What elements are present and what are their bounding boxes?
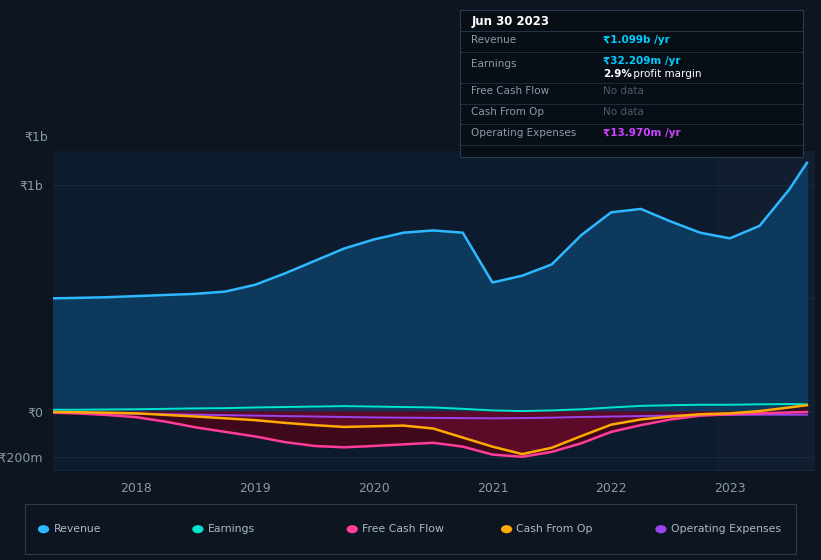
Text: Operating Expenses: Operating Expenses bbox=[471, 128, 576, 138]
Text: ₹32.209m /yr: ₹32.209m /yr bbox=[603, 55, 681, 66]
Text: Earnings: Earnings bbox=[471, 59, 516, 69]
Text: Free Cash Flow: Free Cash Flow bbox=[362, 524, 444, 534]
Text: No data: No data bbox=[603, 86, 644, 96]
Text: Revenue: Revenue bbox=[471, 35, 516, 45]
Text: Free Cash Flow: Free Cash Flow bbox=[471, 86, 549, 96]
Text: No data: No data bbox=[603, 107, 644, 117]
Text: ₹13.970m /yr: ₹13.970m /yr bbox=[603, 128, 681, 138]
Text: ₹1b: ₹1b bbox=[25, 130, 48, 144]
Text: ₹1.099b /yr: ₹1.099b /yr bbox=[603, 35, 670, 45]
Text: Operating Expenses: Operating Expenses bbox=[671, 524, 781, 534]
Bar bbox=[716, 151, 821, 470]
Text: Cash From Op: Cash From Op bbox=[516, 524, 593, 534]
Text: Earnings: Earnings bbox=[208, 524, 255, 534]
Text: Jun 30 2023: Jun 30 2023 bbox=[471, 15, 549, 29]
Text: Cash From Op: Cash From Op bbox=[471, 107, 544, 117]
Text: 2.9%: 2.9% bbox=[603, 69, 632, 80]
Text: profit margin: profit margin bbox=[630, 69, 701, 80]
Text: Revenue: Revenue bbox=[53, 524, 101, 534]
